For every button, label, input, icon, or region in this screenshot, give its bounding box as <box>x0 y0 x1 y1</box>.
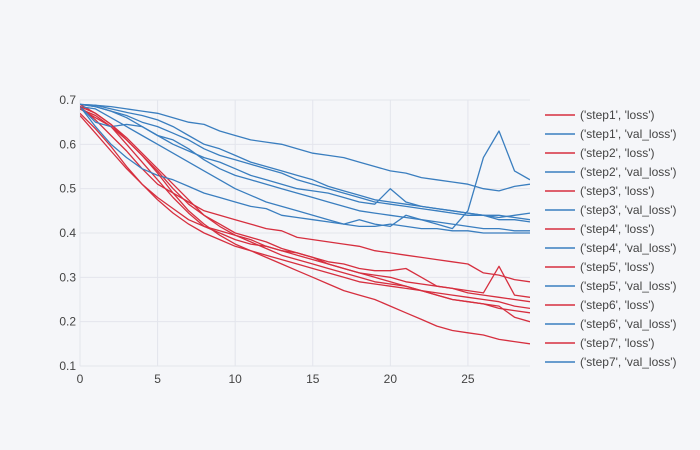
y-tick-label: 0.1 <box>59 359 76 373</box>
x-tick-label: 5 <box>154 372 161 386</box>
legend-item[interactable]: ('step6', 'loss') <box>545 298 655 312</box>
legend-item[interactable]: ('step2', 'val_loss') <box>545 165 677 179</box>
y-tick-label: 0.7 <box>59 93 76 107</box>
legend-label: ('step4', 'loss') <box>580 222 655 236</box>
series-line-val-loss-5 <box>80 106 530 234</box>
legend-item[interactable]: ('step5', 'loss') <box>545 260 655 274</box>
series-line-loss-2 <box>80 108 530 298</box>
series-line-loss-1 <box>80 106 530 283</box>
y-tick-label: 0.2 <box>59 315 76 329</box>
legend-label: ('step7', 'val_loss') <box>580 355 677 369</box>
x-tick-label: 10 <box>228 372 242 386</box>
legend-label: ('step3', 'val_loss') <box>580 203 677 217</box>
legend-label: ('step2', 'val_loss') <box>580 165 677 179</box>
x-tick-label: 15 <box>306 372 320 386</box>
series-line-loss-3 <box>80 108 530 303</box>
legend-label: ('step4', 'val_loss') <box>580 241 677 255</box>
legend-item[interactable]: ('step2', 'loss') <box>545 146 655 160</box>
legend-label: ('step1', 'loss') <box>580 108 655 122</box>
legend-item[interactable]: ('step3', 'loss') <box>545 184 655 198</box>
x-tick-label: 20 <box>384 372 398 386</box>
axes: 0.1 0.2 0.3 0.4 0.5 0.6 0.7 0 5 10 15 20 25 <box>59 93 475 386</box>
series-line-loss-6 <box>80 115 530 314</box>
legend-item[interactable]: ('step1', 'val_loss') <box>545 127 677 141</box>
legend-item[interactable]: ('step6', 'val_loss') <box>545 317 677 331</box>
legend-label: ('step2', 'loss') <box>580 146 655 160</box>
plot-area <box>80 103 530 345</box>
series-line-loss-7 <box>80 106 530 345</box>
series-line-val-loss-7 <box>80 103 530 219</box>
legend-item[interactable]: ('step5', 'val_loss') <box>545 279 677 293</box>
legend[interactable]: ('step1', 'loss') ('step1', 'val_loss') ('… <box>545 108 677 369</box>
legend-item[interactable]: ('step1', 'loss') <box>545 108 655 122</box>
series-line-loss-4 <box>80 103 530 310</box>
y-tick-label: 0.5 <box>59 182 76 196</box>
legend-label: ('step1', 'val_loss') <box>580 127 677 141</box>
grid <box>79 99 530 367</box>
series-line-val-loss-6 <box>80 105 530 230</box>
legend-label: ('step5', 'loss') <box>580 260 655 274</box>
legend-label: ('step6', 'val_loss') <box>580 317 677 331</box>
legend-item[interactable]: ('step4', 'loss') <box>545 222 655 236</box>
legend-label: ('step6', 'loss') <box>580 298 655 312</box>
legend-label: ('step5', 'val_loss') <box>580 279 677 293</box>
series-line-val-loss-1 <box>80 103 530 192</box>
legend-item[interactable]: ('step7', 'loss') <box>545 336 655 350</box>
y-tick-label: 0.3 <box>59 270 76 284</box>
x-tick-label: 25 <box>461 372 475 386</box>
y-tick-label: 0.4 <box>59 226 76 240</box>
x-tick-label: 0 <box>77 372 84 386</box>
series-line-val-loss-3 <box>80 103 530 223</box>
legend-item[interactable]: ('step4', 'val_loss') <box>545 241 677 255</box>
y-tick-label: 0.6 <box>59 137 76 151</box>
legend-item[interactable]: ('step3', 'val_loss') <box>545 203 677 217</box>
legend-item[interactable]: ('step7', 'val_loss') <box>545 355 677 369</box>
legend-label: ('step3', 'loss') <box>580 184 655 198</box>
legend-label: ('step7', 'loss') <box>580 336 655 350</box>
